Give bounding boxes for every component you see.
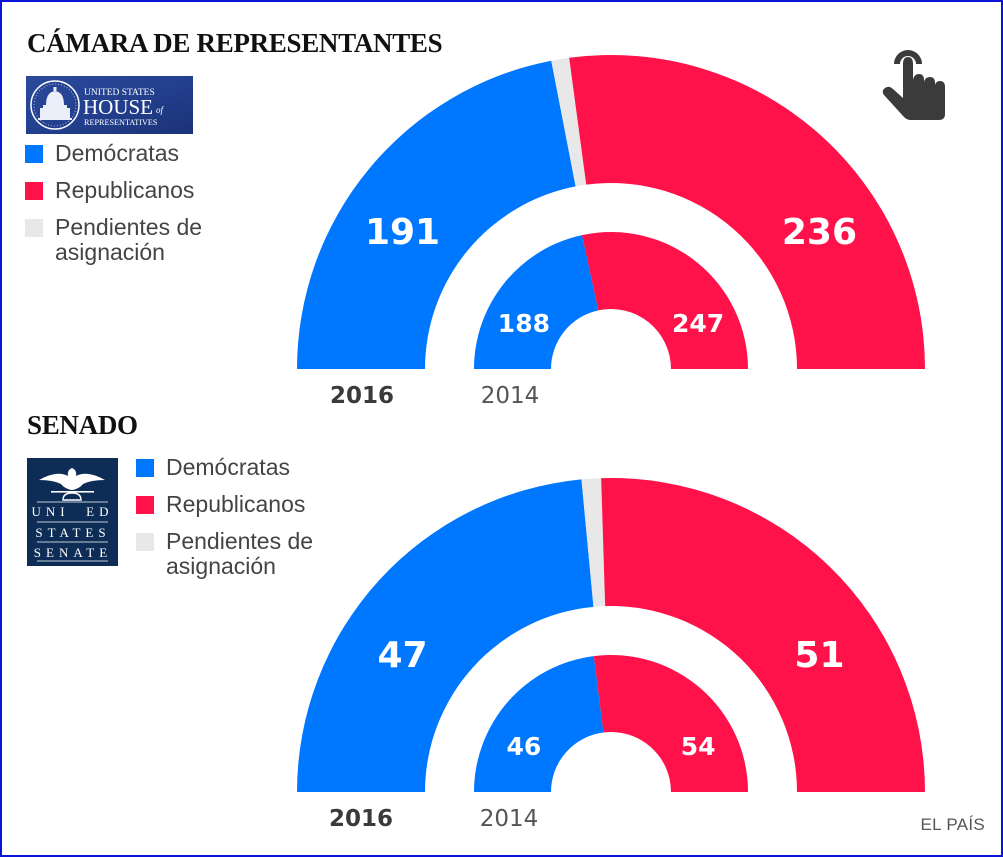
year-label-2014: 2014	[481, 383, 540, 409]
seat-count-democrats-2014: 188	[498, 309, 550, 338]
seat-count-democrats-2014: 46	[507, 732, 542, 761]
legend-swatch-republicans	[136, 496, 154, 514]
segment-pending-2016[interactable]	[581, 478, 606, 607]
legend-swatch-democrats	[25, 145, 43, 163]
legend-label: Republicanos	[55, 177, 195, 203]
house-seat-chart: 191 236 2016 188 247 2014	[297, 55, 925, 409]
year-label-2016: 2016	[330, 383, 394, 409]
legend-item-pending: Pendientes de asignación	[25, 215, 265, 265]
legend-swatch-pending	[25, 219, 43, 237]
segment-republicans-2016[interactable]	[569, 55, 925, 369]
senate-logo-line1: UNI ED	[32, 504, 114, 519]
legend-swatch-pending	[136, 533, 154, 551]
year-label-2014: 2014	[480, 806, 539, 832]
house-of-representatives-logo: UNITED STATES HOUSE of REPRESENTATIVES	[26, 76, 193, 134]
legend-item-pending: Pendientes de asignación	[136, 529, 356, 579]
segment-democrats-2014[interactable]	[474, 235, 599, 369]
legend-item-democrats: Demócratas	[25, 141, 265, 166]
legend-label: Pendientes de asignación	[55, 214, 203, 265]
house-logo-line3: REPRESENTATIVES	[84, 118, 158, 127]
senate-section-title: SENADO	[27, 410, 138, 440]
segment-republicans-2016[interactable]	[601, 478, 925, 792]
touch-hand-icon[interactable]	[876, 40, 958, 124]
united-states-senate-logo: UNI ED STATES SENATE	[27, 458, 118, 566]
eagle-emblem-icon	[39, 468, 105, 501]
legend-label: Pendientes de asignación	[166, 528, 314, 579]
segment-democrats-2016[interactable]	[297, 60, 576, 369]
seat-count-republicans-2016: 236	[782, 212, 857, 253]
segment-democrats-2014[interactable]	[474, 656, 604, 792]
senate-legend: Demócratas Republicanos Pendientes de as…	[136, 455, 356, 591]
house-legend: Demócratas Republicanos Pendientes de as…	[25, 141, 265, 277]
segment-democrats-2016[interactable]	[297, 479, 594, 792]
legend-label: Republicanos	[166, 491, 306, 517]
ring-2014	[474, 232, 748, 369]
ring-2014	[474, 655, 748, 792]
source-credit: EL PAÍS	[920, 815, 985, 834]
legend-label: Demócratas	[166, 454, 290, 480]
seat-count-democrats-2016: 191	[365, 212, 440, 253]
seat-count-republicans-2016: 51	[794, 635, 844, 676]
senate-seat-chart: 47 51 2016 46 54 2014	[297, 478, 925, 832]
legend-item-republicans: Republicanos	[25, 178, 265, 203]
year-label-2016: 2016	[329, 806, 393, 832]
legend-item-republicans: Republicanos	[136, 492, 356, 517]
legend-swatch-democrats	[136, 459, 154, 477]
senate-logo-line3: SENATE	[34, 545, 112, 560]
segment-republicans-2014[interactable]	[582, 232, 748, 369]
segment-pending-2016[interactable]	[551, 57, 587, 187]
capitol-dome-icon	[38, 87, 72, 120]
legend-swatch-republicans	[25, 182, 43, 200]
ring-2016	[297, 478, 925, 792]
house-logo-line1: UNITED STATES	[84, 88, 155, 98]
house-logo-line2-suffix: of	[156, 105, 165, 115]
senate-logo-line2: STATES	[35, 525, 110, 540]
seat-count-republicans-2014: 54	[681, 732, 716, 761]
seat-count-republicans-2014: 247	[672, 309, 724, 338]
ring-2016	[297, 55, 925, 369]
legend-item-democrats: Demócratas	[136, 455, 356, 480]
house-logo-line2: HOUSE	[83, 95, 153, 119]
legend-label: Demócratas	[55, 140, 179, 166]
house-section-title: CÁMARA DE REPRESENTANTES	[27, 28, 443, 58]
seat-count-democrats-2016: 47	[377, 635, 427, 676]
segment-republicans-2014[interactable]	[593, 655, 748, 792]
